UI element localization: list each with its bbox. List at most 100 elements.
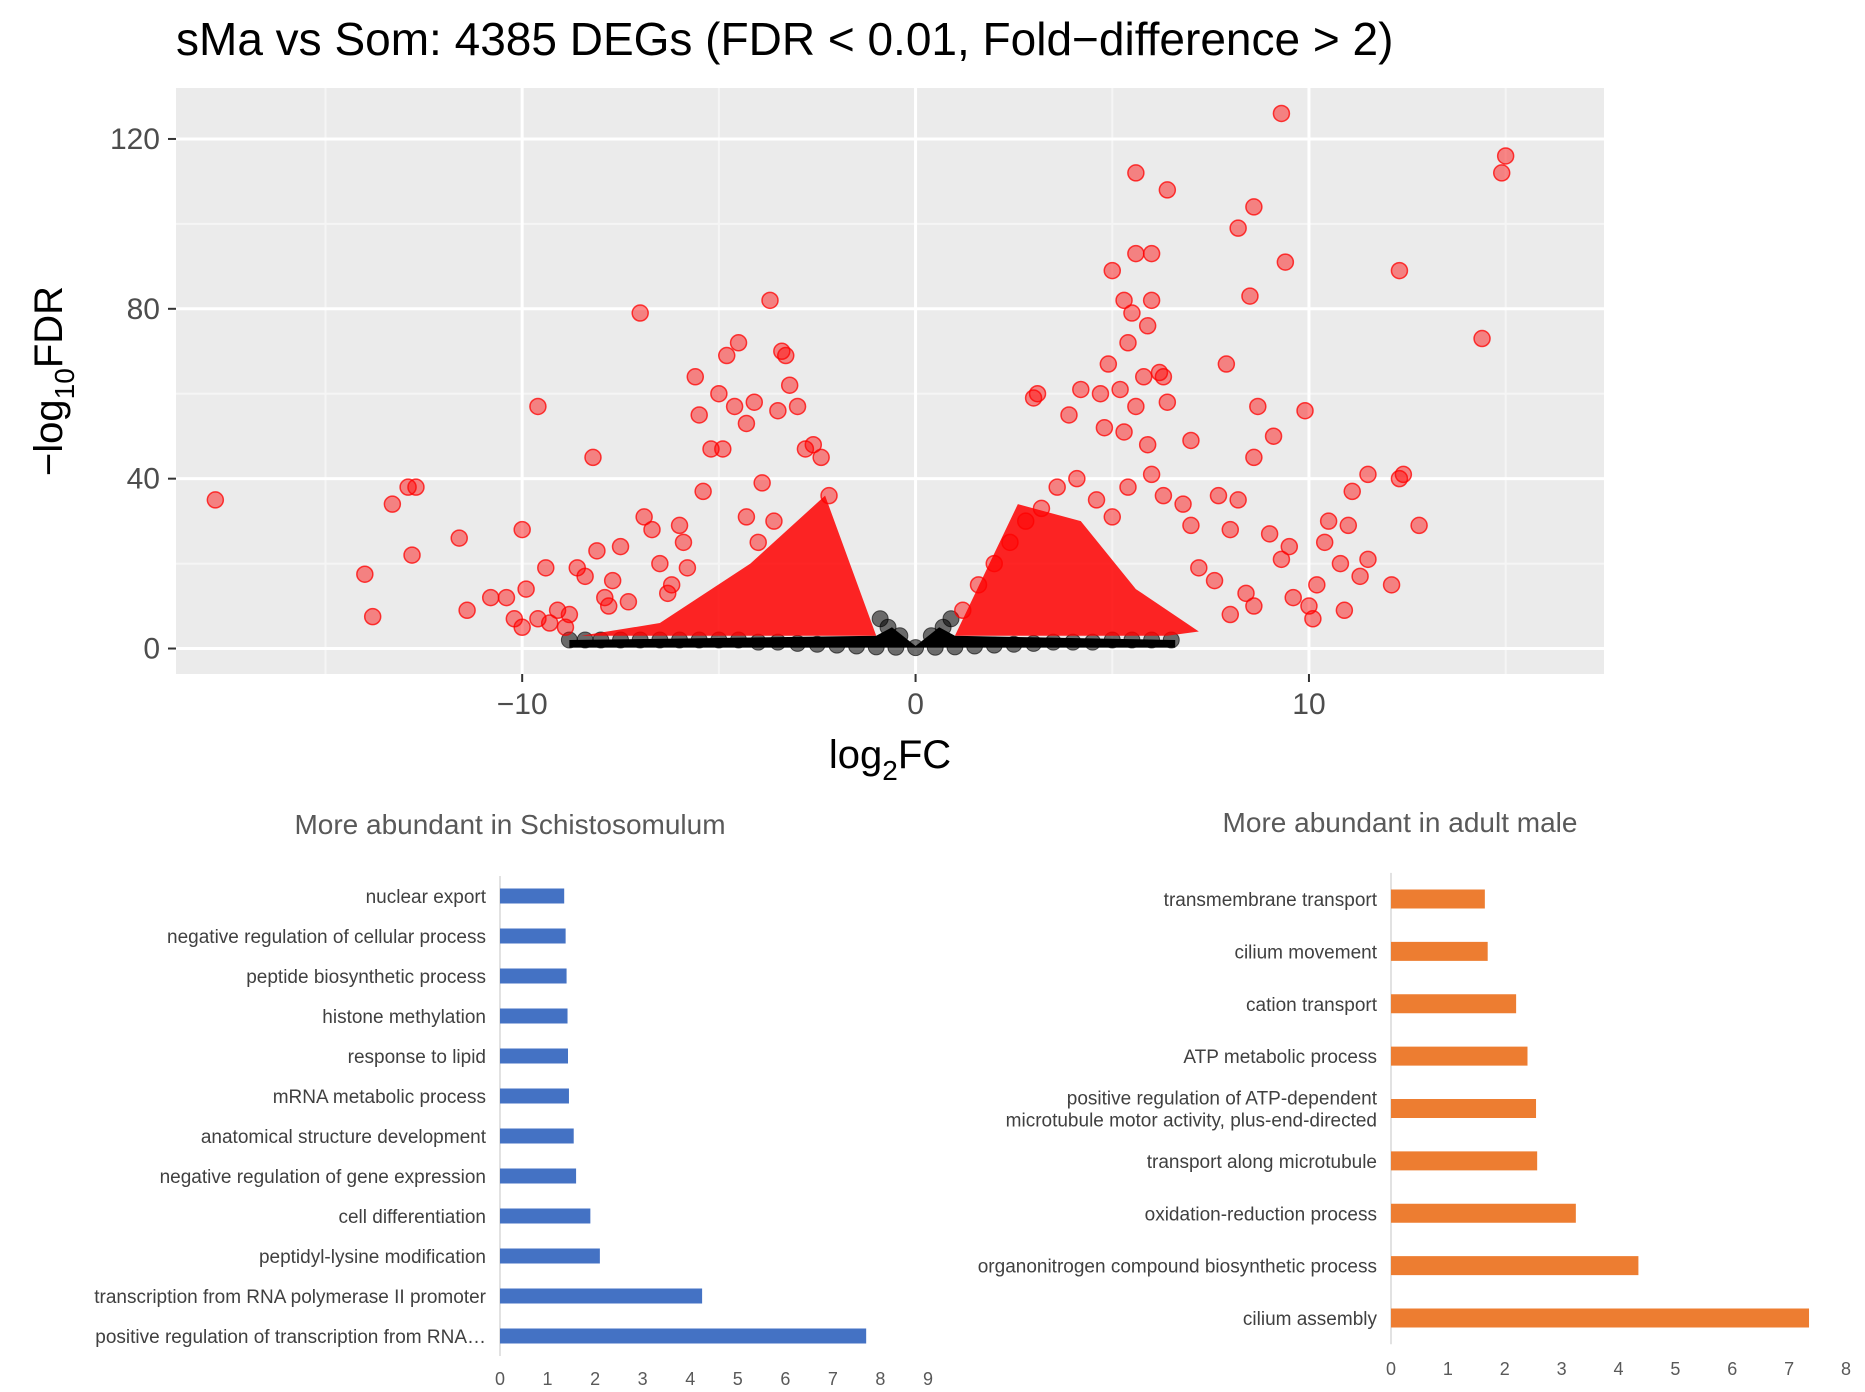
point-significant — [1001, 533, 1019, 552]
x-tick-label: 0 — [907, 688, 924, 721]
point-significant — [1091, 384, 1110, 403]
bar — [500, 1208, 591, 1224]
point-significant — [1182, 516, 1200, 535]
point-significant — [481, 588, 500, 607]
point-significant — [820, 486, 838, 505]
bar-chart-adult-male: More abundant in adult male transmembran… — [978, 807, 1851, 1379]
bar-x-tick-label: 5 — [733, 1369, 743, 1389]
point-significant — [1099, 355, 1118, 373]
point-significant — [603, 571, 622, 590]
point-significant — [356, 565, 374, 583]
point-significant — [1237, 584, 1255, 603]
y-tick-label: 120 — [110, 123, 160, 156]
point-significant — [599, 597, 618, 615]
point-significant — [1182, 431, 1200, 450]
point-significant — [1032, 499, 1051, 518]
category-label: cilium movement — [1234, 942, 1377, 963]
point-significant — [1382, 576, 1401, 594]
point-significant — [804, 435, 823, 454]
category-label: mRNA metabolic process — [273, 1087, 486, 1108]
y-tick-label: 80 — [127, 293, 160, 326]
bar-chart-schistosomulum: More abundant in Schistosomulum nuclear … — [94, 809, 933, 1389]
point-significant — [1158, 393, 1177, 411]
point-significant — [1249, 397, 1267, 416]
point-significant — [737, 508, 756, 526]
point-significant — [1473, 329, 1491, 348]
point-significant — [812, 448, 830, 467]
point-significant — [710, 384, 728, 403]
point-significant — [383, 495, 402, 513]
bar-x-tick-label: 4 — [685, 1369, 695, 1389]
bar-x-tick-label: 5 — [1670, 1359, 1680, 1379]
bar-x-tick-label: 2 — [590, 1369, 600, 1389]
bar-x-tick-label: 2 — [1500, 1359, 1510, 1379]
point-significant — [1016, 512, 1035, 530]
point-significant — [1339, 516, 1358, 535]
point-significant — [788, 397, 807, 416]
category-label: peptidyl-lysine modification — [259, 1247, 486, 1268]
category-label: transmembrane transport — [1164, 890, 1378, 911]
point-significant — [1142, 244, 1161, 263]
point-significant — [611, 537, 630, 556]
bar — [1391, 889, 1485, 909]
point-significant — [1308, 576, 1326, 594]
point-significant — [769, 401, 787, 420]
point-significant — [780, 376, 799, 394]
bar — [1391, 1256, 1639, 1276]
point-significant — [1127, 244, 1145, 263]
category-label: negative regulation of cellular process — [167, 927, 486, 948]
bar-x-tick-label: 6 — [1727, 1359, 1737, 1379]
point-significant — [1158, 181, 1177, 199]
point-significant — [1103, 508, 1122, 526]
category-label: positive regulation of transcription fro… — [95, 1327, 486, 1348]
point-nonsignificant — [942, 610, 960, 628]
bar — [500, 888, 565, 904]
bar — [500, 1248, 600, 1264]
point-significant — [1390, 261, 1409, 280]
point-significant — [513, 520, 531, 539]
point-significant — [1111, 380, 1129, 399]
point-significant — [1127, 397, 1145, 416]
point-significant — [1359, 465, 1377, 484]
bar — [1391, 941, 1488, 961]
point-significant — [1229, 219, 1247, 237]
point-significant — [363, 607, 382, 626]
bar — [1391, 1046, 1528, 1066]
category-label: cilium assembly — [1243, 1309, 1378, 1330]
point-significant — [1221, 605, 1240, 624]
point-significant — [702, 440, 720, 458]
point-significant — [556, 618, 575, 637]
bar — [500, 1088, 569, 1104]
bar — [500, 1008, 568, 1024]
point-significant — [1154, 486, 1173, 505]
point-significant — [1335, 601, 1354, 620]
bar-x-tick-label: 7 — [828, 1369, 838, 1389]
point-significant — [1205, 571, 1224, 590]
point-significant — [1280, 537, 1299, 556]
point-significant — [1284, 588, 1302, 607]
bar — [500, 1128, 574, 1144]
bar-x-tick-label: 1 — [1443, 1359, 1453, 1379]
point-significant — [458, 601, 476, 620]
y-tick-label: 40 — [127, 463, 160, 496]
point-significant — [1087, 491, 1106, 509]
point-significant — [1138, 435, 1157, 454]
point-significant — [1296, 401, 1314, 420]
point-significant — [1245, 198, 1263, 216]
volcano-title: sMa vs Som: 4385 DEGs (FDR < 0.01, Fold−… — [176, 13, 1393, 65]
bar — [1391, 994, 1517, 1014]
bar — [1391, 1308, 1810, 1328]
point-significant — [497, 588, 516, 607]
x-axis-title: log2FC — [829, 733, 951, 786]
bar-x-tick-label: 8 — [1841, 1359, 1851, 1379]
bar-x-tick-label: 8 — [875, 1369, 885, 1389]
point-significant — [537, 559, 555, 577]
point-significant — [1264, 427, 1283, 445]
point-significant — [584, 448, 602, 467]
point-significant — [1272, 550, 1291, 569]
point-significant — [729, 334, 748, 352]
point-significant — [1331, 554, 1350, 573]
bar-x-tick-label: 1 — [543, 1369, 553, 1389]
point-significant — [1072, 380, 1090, 399]
point-significant — [1119, 478, 1137, 496]
